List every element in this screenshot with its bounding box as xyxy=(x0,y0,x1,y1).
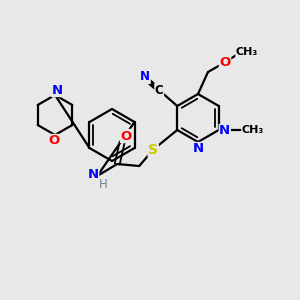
Text: S: S xyxy=(148,143,158,157)
Text: N: N xyxy=(88,169,99,182)
Text: CH₃: CH₃ xyxy=(236,47,258,57)
Text: N: N xyxy=(192,142,204,155)
Text: CH₃: CH₃ xyxy=(242,125,264,135)
Text: O: O xyxy=(121,130,132,142)
Text: N: N xyxy=(51,83,63,97)
Text: H: H xyxy=(99,178,108,190)
Text: O: O xyxy=(219,56,231,68)
Text: O: O xyxy=(48,134,60,148)
Text: N: N xyxy=(219,124,230,137)
Text: N: N xyxy=(140,70,150,83)
Text: C: C xyxy=(155,83,164,97)
